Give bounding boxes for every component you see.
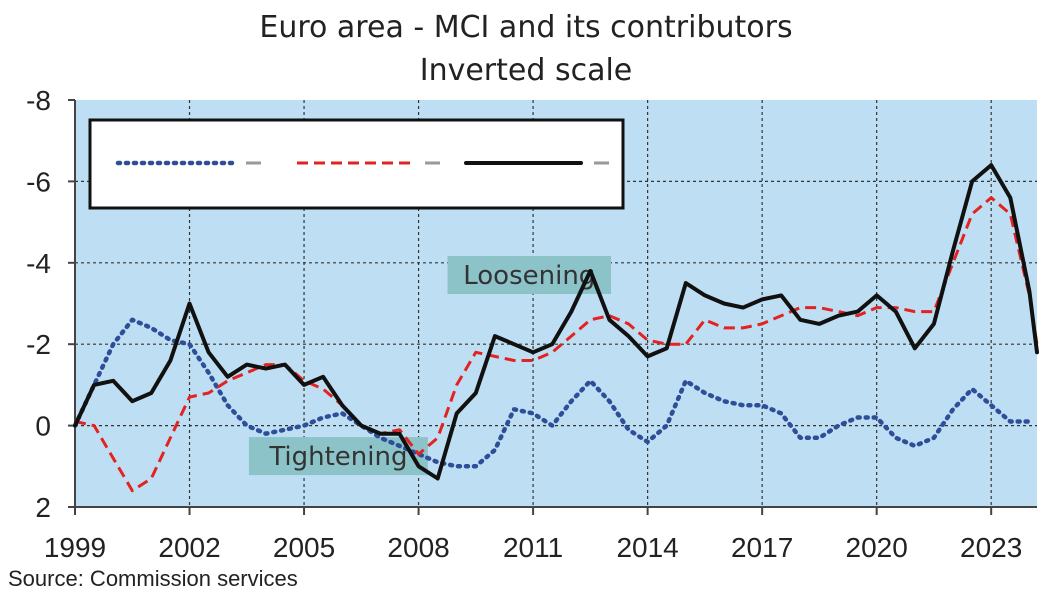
x-tick-label: 2002 bbox=[158, 532, 220, 563]
annotation-loosening: Loosening bbox=[463, 261, 595, 291]
y-tick-label: -4 bbox=[26, 248, 51, 279]
x-tick-label: 2005 bbox=[273, 532, 335, 563]
source-note: Source: Commission services bbox=[8, 566, 298, 591]
series-line-dashed bbox=[74, 196, 1039, 493]
x-tick-label: 2020 bbox=[846, 532, 908, 563]
y-tick-label: 2 bbox=[35, 492, 51, 523]
y-tick-label: -6 bbox=[26, 166, 51, 197]
x-tick-label: 2023 bbox=[960, 532, 1022, 563]
series-line-solid bbox=[73, 163, 1039, 481]
x-tick-label: 2011 bbox=[503, 532, 563, 563]
y-tick-label: -2 bbox=[26, 329, 51, 360]
annotation-tightening: Tightening bbox=[268, 442, 407, 472]
series-line-dotted bbox=[72, 317, 1032, 469]
x-tick-label: 2014 bbox=[616, 532, 678, 563]
x-tick-label: 1999 bbox=[44, 532, 106, 563]
y-tick-label: 0 bbox=[35, 411, 51, 442]
x-tick-label: 2008 bbox=[387, 532, 449, 563]
x-tick-label: 2017 bbox=[731, 532, 793, 563]
chart-title: Euro area - MCI and its contributors bbox=[259, 10, 793, 45]
chart-subtitle: Inverted scale bbox=[419, 53, 633, 88]
y-tick-label: -8 bbox=[26, 85, 51, 116]
